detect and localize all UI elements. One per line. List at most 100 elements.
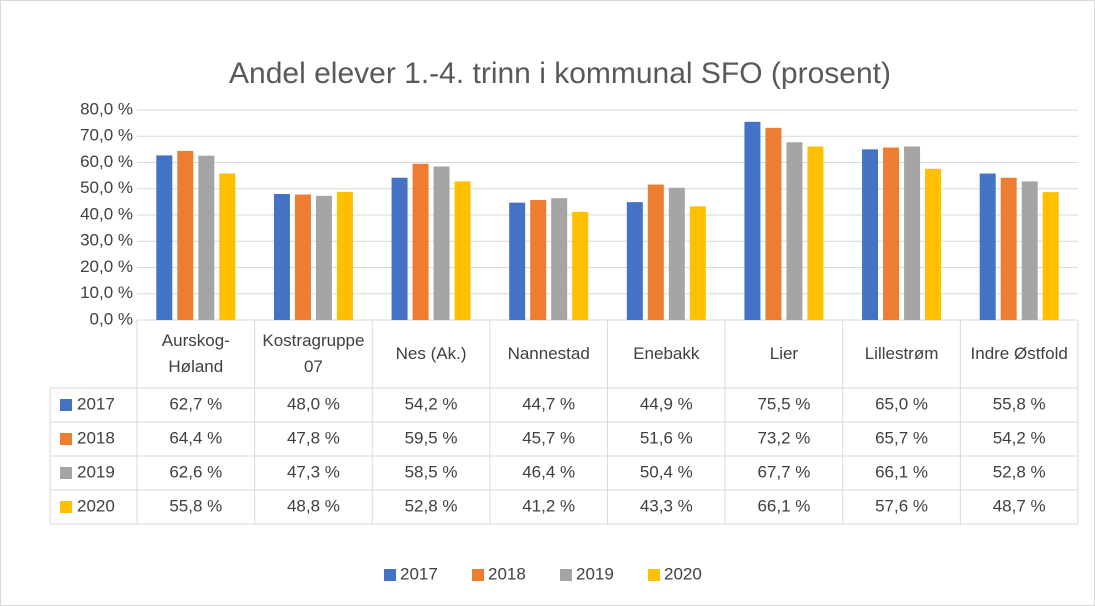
table-value: 59,5 %: [405, 428, 458, 447]
y-tick-label: 40,0 %: [80, 204, 133, 223]
x-tick-label: Aurskog-Høland: [161, 331, 230, 376]
bar: [883, 147, 900, 320]
table-value: 47,3 %: [287, 462, 340, 481]
category-cell: Kostragruppe 07: [262, 331, 365, 376]
category-cell: Lier: [769, 344, 799, 363]
table-value: 54,2 %: [405, 394, 458, 413]
table-value: 62,6 %: [169, 462, 222, 481]
legend-key: [560, 569, 572, 581]
bar: [904, 146, 921, 320]
legend-key: [60, 467, 72, 479]
bar: [1042, 192, 1059, 320]
bar: [765, 127, 782, 320]
y-tick-label: 60,0 %: [80, 152, 133, 171]
bar: [862, 149, 879, 320]
table-value: 51,6 %: [640, 428, 693, 447]
table-value: 48,8 %: [287, 496, 340, 515]
bar: [689, 206, 706, 320]
table-series-name: 2017: [77, 394, 115, 413]
bar: [668, 187, 685, 320]
table-value: 43,3 %: [640, 496, 693, 515]
table-value: 66,1 %: [757, 496, 810, 515]
table-series-name: 2019: [77, 462, 115, 481]
x-tick-label: Lier: [769, 344, 799, 363]
bar: [572, 211, 589, 320]
bar: [315, 195, 332, 320]
table-value: 44,7 %: [522, 394, 575, 413]
table-value: 48,0 %: [287, 394, 340, 413]
bar: [551, 198, 568, 320]
y-tick-label: 30,0 %: [80, 231, 133, 250]
category-cell: Nannestad: [507, 344, 590, 363]
category-cell: Aurskog-Høland: [161, 331, 230, 376]
table-value: 55,8 %: [169, 496, 222, 515]
y-tick-label: 80,0 %: [80, 99, 133, 118]
bar: [925, 168, 942, 320]
table-value: 64,4 %: [169, 428, 222, 447]
table-value: 58,5 %: [405, 462, 458, 481]
category-cell: Enebakk: [633, 344, 700, 363]
bar: [1021, 181, 1038, 320]
legend-key: [60, 399, 72, 411]
table-value: 52,8 %: [405, 496, 458, 515]
legend-label: 2017: [400, 564, 438, 583]
x-tick-label: Lillestrøm: [864, 344, 939, 363]
table-value: 48,7 %: [993, 496, 1046, 515]
bar: [219, 173, 236, 320]
bar: [198, 155, 215, 320]
table-value: 67,7 %: [757, 462, 810, 481]
chart-title: Andel elever 1.-4. trinn i kommunal SFO …: [229, 57, 891, 90]
table-value: 44,9 %: [640, 394, 693, 413]
y-tick-label: 20,0 %: [80, 257, 133, 276]
bar: [744, 121, 761, 320]
bar: [979, 173, 996, 320]
legend-key: [60, 501, 72, 513]
table-value: 73,2 %: [757, 428, 810, 447]
legend-key: [384, 569, 396, 581]
table-value: 54,2 %: [993, 428, 1046, 447]
bar: [294, 194, 311, 320]
bar: [177, 150, 194, 320]
table-value: 75,5 %: [757, 394, 810, 413]
y-tick-label: 0,0 %: [90, 309, 133, 328]
table-value: 52,8 %: [993, 462, 1046, 481]
bar: [391, 177, 408, 320]
x-tick-label: Nannestad: [507, 344, 590, 363]
legend-label: 2019: [576, 564, 614, 583]
bar: [807, 146, 824, 320]
legend-label: 2018: [488, 564, 526, 583]
bar: [509, 202, 526, 320]
table-value: 57,6 %: [875, 496, 928, 515]
bar: [273, 194, 290, 320]
category-cell: Nes (Ak.): [395, 344, 467, 363]
y-tick-label: 10,0 %: [80, 283, 133, 302]
bar: [786, 142, 803, 320]
bar: [626, 202, 643, 320]
x-tick-label: Enebakk: [633, 344, 700, 363]
legend-key: [648, 569, 660, 581]
bar: [156, 155, 173, 320]
bar: [433, 166, 450, 320]
table-value: 50,4 %: [640, 462, 693, 481]
x-tick-label: Kostragruppe 07: [262, 331, 365, 376]
bar: [530, 200, 547, 320]
table-value: 62,7 %: [169, 394, 222, 413]
table-value: 46,4 %: [522, 462, 575, 481]
y-tick-label: 50,0 %: [80, 178, 133, 197]
x-tick-label: Indre Østfold: [970, 344, 1068, 363]
table-value: 55,8 %: [993, 394, 1046, 413]
y-tick-label: 70,0 %: [80, 126, 133, 145]
table-value: 65,0 %: [875, 394, 928, 413]
bar: [1000, 177, 1017, 320]
x-tick-label: Nes (Ak.): [395, 344, 467, 363]
table-value: 66,1 %: [875, 462, 928, 481]
table-value: 45,7 %: [522, 428, 575, 447]
bar: [412, 163, 429, 320]
legend-key: [472, 569, 484, 581]
bar: [336, 191, 353, 320]
category-cell: Indre Østfold: [970, 344, 1068, 363]
category-cell: Lillestrøm: [864, 344, 939, 363]
table-value: 65,7 %: [875, 428, 928, 447]
table-series-name: 2018: [77, 428, 115, 447]
